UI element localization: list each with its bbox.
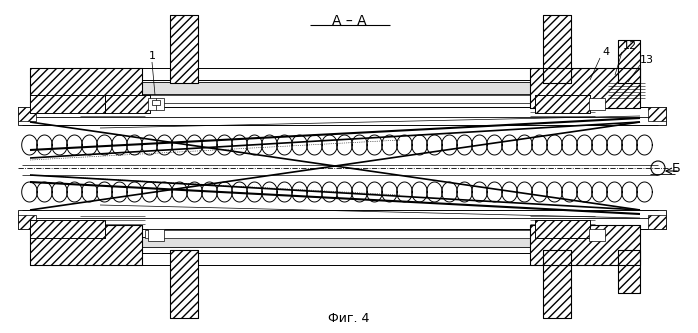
Bar <box>535 220 590 238</box>
Bar <box>618 40 640 83</box>
Bar <box>30 68 142 108</box>
Bar <box>530 68 640 108</box>
Bar <box>535 95 590 113</box>
Bar <box>30 220 105 238</box>
Bar <box>170 15 198 83</box>
Bar <box>145 95 535 103</box>
Bar <box>530 225 640 265</box>
Bar <box>30 95 105 113</box>
Bar <box>589 98 605 110</box>
Text: 12: 12 <box>623 41 637 51</box>
Bar <box>30 68 142 108</box>
Bar <box>30 80 640 108</box>
Bar <box>18 117 666 125</box>
Bar <box>543 250 571 318</box>
Bar <box>18 107 666 121</box>
Bar <box>30 225 142 265</box>
Bar <box>105 95 150 113</box>
Text: 13: 13 <box>640 55 654 65</box>
Bar <box>145 230 535 238</box>
Bar <box>543 15 571 83</box>
Bar <box>80 237 590 247</box>
Text: 4: 4 <box>602 47 609 57</box>
Bar <box>530 225 640 265</box>
Text: Б: Б <box>672 162 681 174</box>
Bar <box>152 100 160 105</box>
Bar <box>30 225 142 265</box>
Bar <box>530 68 640 108</box>
Bar <box>648 107 666 121</box>
Bar <box>18 210 666 218</box>
Text: 1: 1 <box>149 51 156 61</box>
Bar <box>170 250 198 318</box>
Bar <box>170 15 198 83</box>
Bar <box>80 82 590 94</box>
Bar <box>618 250 640 293</box>
Bar <box>18 215 666 229</box>
Bar <box>30 237 640 253</box>
Bar <box>148 229 164 241</box>
Bar <box>618 250 640 293</box>
Bar <box>30 68 142 108</box>
Bar <box>18 215 36 229</box>
Bar <box>170 250 198 318</box>
Bar <box>535 220 590 238</box>
Bar <box>543 15 571 83</box>
Bar <box>530 68 640 108</box>
Bar <box>148 98 164 110</box>
Bar <box>18 107 36 121</box>
Bar <box>589 229 605 241</box>
Bar <box>30 225 640 265</box>
Bar <box>648 215 666 229</box>
Bar <box>30 220 105 238</box>
Bar <box>105 95 150 113</box>
Text: А – А: А – А <box>332 14 366 28</box>
Bar <box>543 250 571 318</box>
Bar <box>30 95 105 113</box>
Text: Фиг. 4: Фиг. 4 <box>328 311 370 324</box>
Bar <box>618 40 640 83</box>
Bar <box>30 68 640 80</box>
Bar <box>535 95 590 113</box>
